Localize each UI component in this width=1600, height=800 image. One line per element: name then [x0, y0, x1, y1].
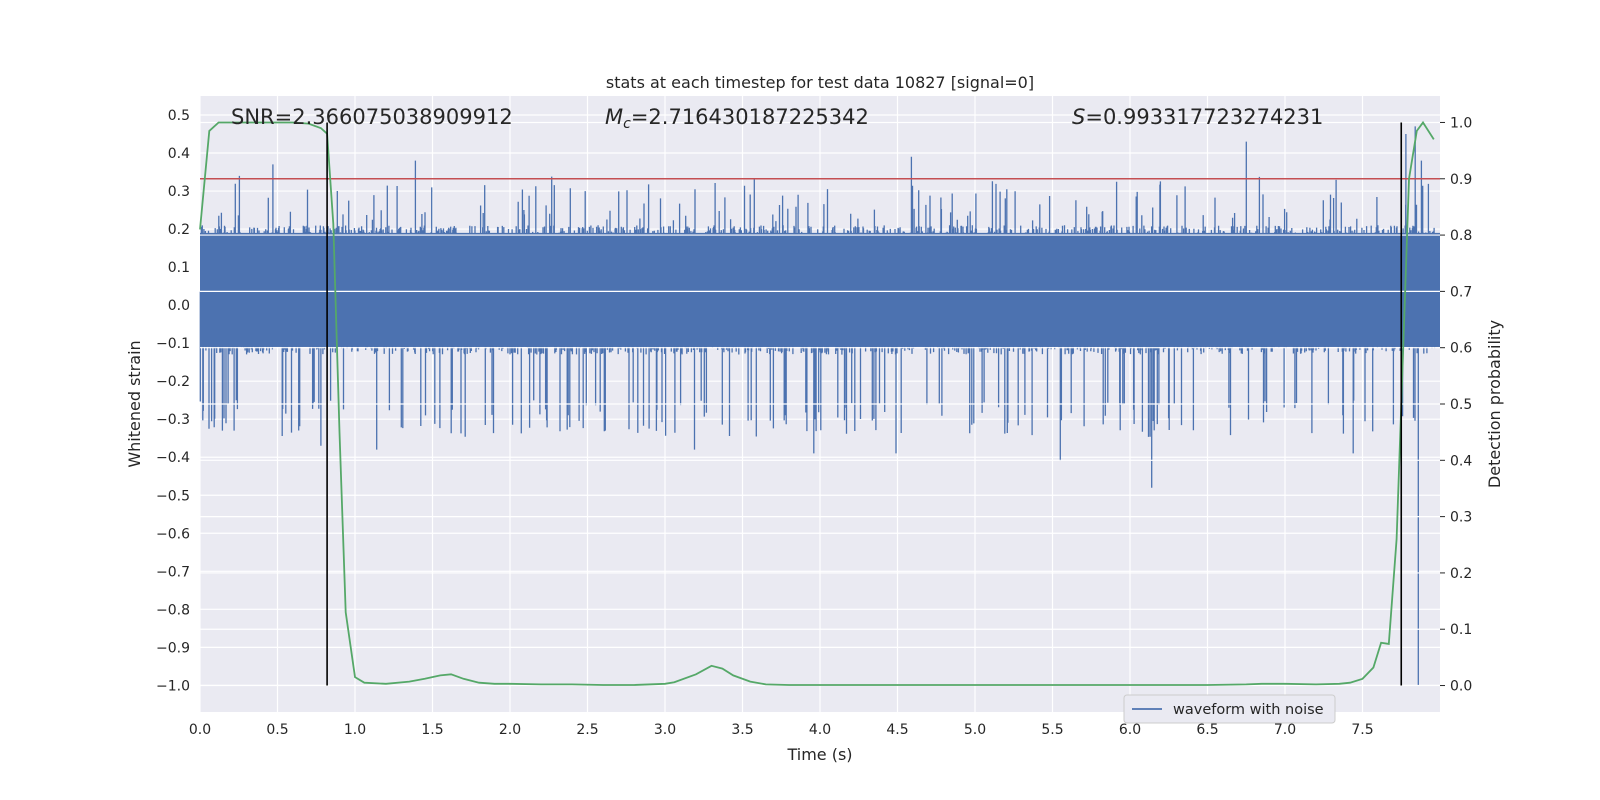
chart-title: stats at each timestep for test data 108… [606, 73, 1034, 92]
legend: waveform with noise [1123, 694, 1336, 724]
y-tick-label: 0.3 [168, 184, 190, 200]
x-tick-label: 0.0 [189, 722, 211, 738]
y-tick-label: 0.1 [168, 260, 190, 276]
x-tick-label: 5.5 [1041, 722, 1063, 738]
y2-tick-label: 0.5 [1450, 397, 1472, 413]
x-tick-label: 7.0 [1274, 722, 1296, 738]
y-axis-label: Whitened strain [125, 340, 144, 467]
x-tick-label: 3.0 [654, 722, 676, 738]
y2-tick-label: 0.1 [1450, 622, 1472, 638]
x-tick-label: 4.0 [809, 722, 831, 738]
x-tick-label: 1.5 [421, 722, 443, 738]
y-tick-label: −0.6 [156, 526, 190, 542]
x-tick-label: 3.5 [731, 722, 753, 738]
chirp-mass-annotation: Mc=2.716430187225342 [605, 105, 869, 132]
x-tick-labels: 0.0 0.5 1.0 1.5 2.0 2.5 3.0 3.5 4.0 4.5 5.0 5.5 6.0 6… [189, 722, 1374, 738]
y-tick-label: −0.4 [156, 450, 190, 466]
chirp-mass-symbol: M [605, 105, 623, 129]
y-tick-label: −0.7 [156, 564, 190, 580]
s-annotation-symbol: S [1072, 105, 1085, 129]
y-tick-label: −0.2 [156, 374, 190, 390]
x-tick-label: 1.0 [344, 722, 366, 738]
waveform-core-band [200, 232, 1440, 347]
y2-tick-label: 0.3 [1450, 510, 1472, 526]
snr-annotation-value: =2.366075038909912 [275, 105, 513, 129]
chirp-mass-value: =2.716430187225342 [631, 105, 869, 129]
snr-annotation: SNR=2.366075038909912 [231, 105, 513, 129]
x-tick-label: 6.0 [1119, 722, 1141, 738]
s-annotation: S=0.993317723274231 [1072, 105, 1323, 129]
y2-tick-label: 0.4 [1450, 453, 1472, 469]
y-tick-label: 0.5 [168, 108, 190, 124]
y-tick-label: −0.8 [156, 602, 190, 618]
x-axis-label: Time (s) [786, 745, 852, 764]
event-markers [326, 122, 1403, 686]
y2-tick-labels: 1.0 0.9 0.8 0.7 0.6 0.5 0.4 0.3 0.2 0.1 0.0 [1440, 115, 1472, 695]
y-tick-labels: 0.5 0.4 0.3 0.2 0.1 0.0 −0.1 −0.2 −0.3 −0.4 −0.5 −0… [156, 108, 190, 694]
snr-annotation-label: SNR [231, 105, 275, 129]
y-tick-label: −0.1 [156, 336, 190, 352]
y-tick-label: −0.5 [156, 488, 190, 504]
y-tick-label: −0.3 [156, 412, 190, 428]
probability-line [199, 120, 1435, 686]
x-tick-label: 2.5 [576, 722, 598, 738]
legend-box [1123, 694, 1336, 724]
y-tick-label: 0.2 [168, 222, 190, 238]
y2-tick-label: 0.7 [1450, 284, 1472, 300]
y-tick-label: 0.0 [168, 298, 190, 314]
threshold-group [200, 121, 1440, 687]
y2-tick-label: 0.6 [1450, 341, 1472, 357]
waveform-series [199, 126, 1440, 686]
y-tick-label: −0.9 [156, 640, 190, 656]
x-tick-label: 0.5 [266, 722, 288, 738]
y2-tick-label: 0.8 [1450, 228, 1472, 244]
x-tick-label: 7.5 [1351, 722, 1373, 738]
y2-tick-label: 0.9 [1450, 172, 1472, 188]
legend-label: waveform with noise [1173, 702, 1324, 718]
y-tick-label: −1.0 [156, 678, 190, 694]
probability-group [199, 120, 1435, 686]
y2-tick-label: 0.2 [1450, 566, 1472, 582]
s-annotation-value: =0.993317723274231 [1085, 105, 1323, 129]
x-tick-label: 6.5 [1196, 722, 1218, 738]
y-tick-label: 0.4 [168, 146, 190, 162]
y2-tick-label: 1.0 [1450, 115, 1472, 131]
x-tick-label: 5.0 [964, 722, 986, 738]
x-tick-label: 2.0 [499, 722, 521, 738]
y2-tick-label: 0.0 [1450, 679, 1472, 695]
y2-axis-label: Detection probability [1485, 320, 1504, 488]
chirp-mass-subscript: c [623, 116, 631, 132]
x-tick-label: 4.5 [886, 722, 908, 738]
